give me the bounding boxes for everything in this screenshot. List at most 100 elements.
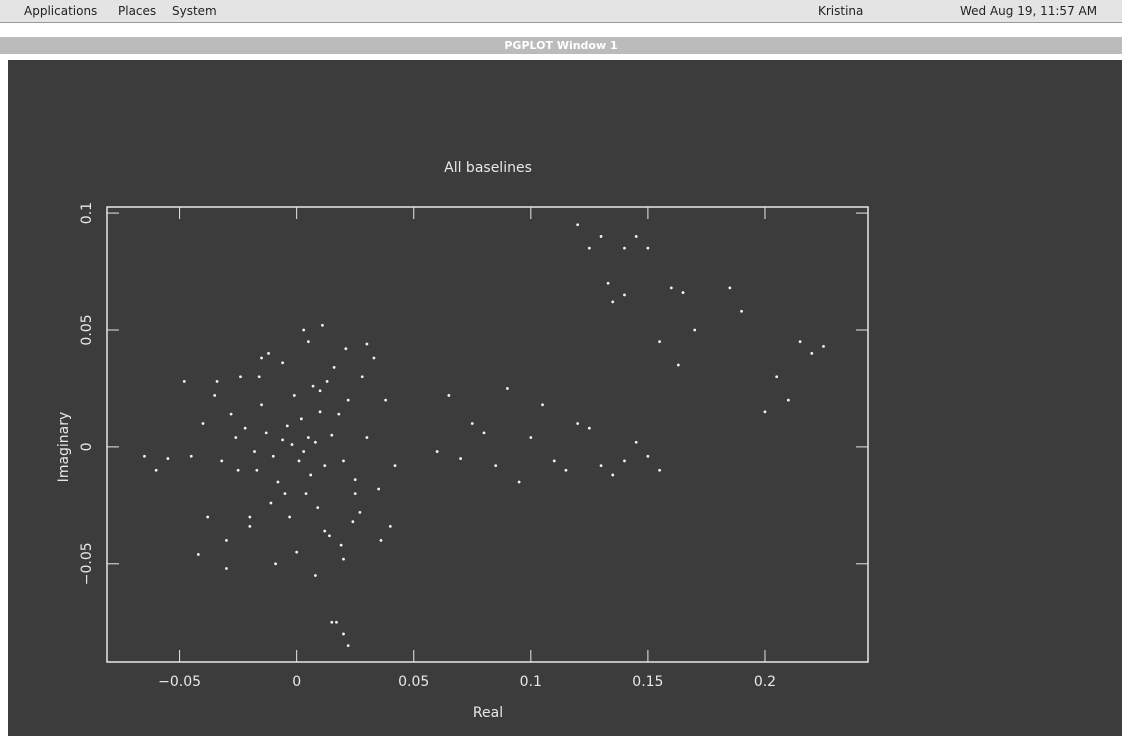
point xyxy=(600,464,603,467)
point xyxy=(255,469,258,472)
y-tick-label: 0.1 xyxy=(79,202,95,224)
point xyxy=(611,474,614,477)
point xyxy=(328,534,331,537)
point xyxy=(810,352,813,355)
point xyxy=(319,389,322,392)
point xyxy=(319,410,322,413)
point xyxy=(366,343,369,346)
point xyxy=(471,422,474,425)
point xyxy=(298,460,301,463)
point xyxy=(295,551,298,554)
point xyxy=(658,469,661,472)
y-tick-label: 0 xyxy=(79,442,95,451)
point xyxy=(225,539,228,542)
point xyxy=(600,235,603,238)
point xyxy=(302,450,305,453)
top-panel: Applications Places System Kristina Wed … xyxy=(0,0,1122,23)
menu[interactable]: Places xyxy=(118,4,156,18)
window-title: PGPLOT Window 1 xyxy=(0,37,1122,54)
point xyxy=(588,427,591,430)
x-tick-label: 0.1 xyxy=(520,674,542,690)
point xyxy=(693,329,696,332)
menu[interactable]: System xyxy=(172,4,217,18)
point xyxy=(307,436,310,439)
point xyxy=(333,366,336,369)
point xyxy=(576,223,579,226)
point xyxy=(728,286,731,289)
point xyxy=(260,403,263,406)
point xyxy=(389,525,392,528)
point xyxy=(682,291,685,294)
point xyxy=(347,644,350,647)
point xyxy=(260,357,263,360)
point xyxy=(202,422,205,425)
screen: Applications Places System Kristina Wed … xyxy=(0,0,1122,736)
point xyxy=(239,375,242,378)
point xyxy=(623,460,626,463)
point xyxy=(436,450,439,453)
point xyxy=(272,455,275,458)
point xyxy=(314,574,317,577)
point xyxy=(518,481,521,484)
point xyxy=(183,380,186,383)
point xyxy=(358,511,361,514)
point xyxy=(265,431,268,434)
point xyxy=(190,455,193,458)
y-tick-label: 0.05 xyxy=(79,314,95,345)
point xyxy=(380,539,383,542)
point xyxy=(321,324,324,327)
point xyxy=(607,282,610,285)
point xyxy=(234,436,237,439)
point xyxy=(286,424,289,427)
point xyxy=(351,520,354,523)
point xyxy=(670,286,673,289)
point xyxy=(799,340,802,343)
x-tick-label: 0 xyxy=(292,674,301,690)
point xyxy=(277,481,280,484)
point xyxy=(553,460,556,463)
point xyxy=(775,375,778,378)
point xyxy=(281,361,284,364)
point xyxy=(220,460,223,463)
point xyxy=(646,247,649,250)
clock[interactable]: Wed Aug 19, 11:57 AM xyxy=(960,4,1097,18)
point xyxy=(337,413,340,416)
point xyxy=(635,235,638,238)
point xyxy=(506,387,509,390)
point xyxy=(206,516,209,519)
point xyxy=(565,469,568,472)
point xyxy=(267,352,270,355)
point xyxy=(588,247,591,250)
menu[interactable]: Applications xyxy=(24,4,97,18)
point xyxy=(293,394,296,397)
x-tick-label: 0.2 xyxy=(754,674,776,690)
y-tick-label: −0.05 xyxy=(79,542,95,585)
point xyxy=(326,380,329,383)
point xyxy=(764,410,767,413)
point xyxy=(335,621,338,624)
point xyxy=(623,294,626,297)
point xyxy=(305,492,308,495)
point xyxy=(635,441,638,444)
chart-title: All baselines xyxy=(444,160,532,176)
point xyxy=(394,464,397,467)
point xyxy=(225,567,228,570)
x-tick-label: −0.05 xyxy=(158,674,201,690)
point xyxy=(312,385,315,388)
point xyxy=(244,427,247,430)
point xyxy=(300,417,303,420)
point xyxy=(323,530,326,533)
point xyxy=(213,394,216,397)
point xyxy=(366,436,369,439)
point xyxy=(253,450,256,453)
point xyxy=(354,478,357,481)
point xyxy=(309,474,312,477)
point xyxy=(291,443,294,446)
user[interactable]: Kristina xyxy=(818,4,863,18)
point xyxy=(658,340,661,343)
point xyxy=(541,403,544,406)
point xyxy=(258,375,261,378)
point xyxy=(459,457,462,460)
plot-frame xyxy=(107,207,868,662)
